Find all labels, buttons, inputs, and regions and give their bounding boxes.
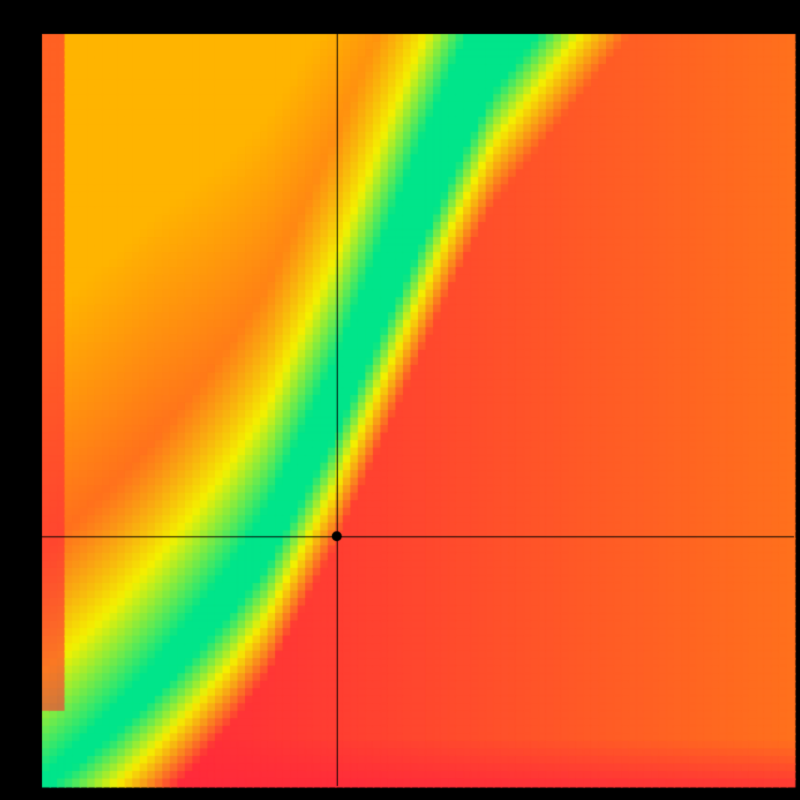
bottleneck-heatmap xyxy=(0,0,800,800)
chart-container: { "watermark": { "text": "TheBottleneck.… xyxy=(0,0,800,800)
